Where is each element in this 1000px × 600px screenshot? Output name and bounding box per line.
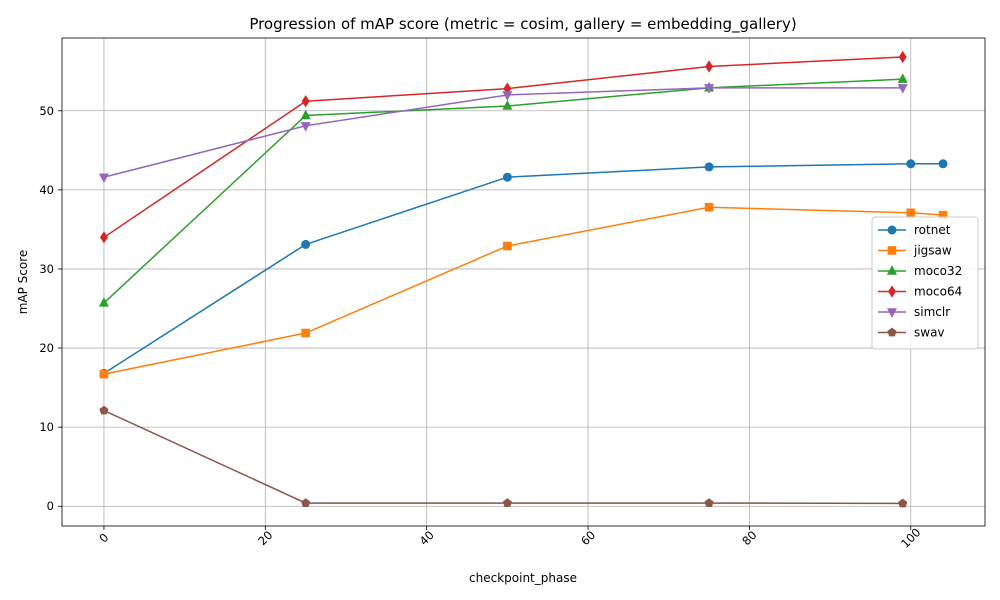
data-point-swav [898,498,908,508]
x-tick-label: 80 [739,528,759,548]
x-axis-label: checkpoint_phase [469,571,577,585]
x-tick-label: 100 [898,525,923,550]
chart-title: Progression of mAP score (metric = cosim… [249,15,796,34]
data-point-moco32 [502,100,513,110]
x-tick-label: 20 [255,528,275,548]
y-tick-label: 30 [39,262,54,276]
x-axis-ticks: 0 20 40 60 80 100 [96,525,923,550]
series-lines [103,56,944,505]
legend-marker-moco32 [886,265,898,275]
y-tick-label: 20 [39,341,54,355]
data-point-simclr [704,84,715,94]
legend-label-rotnet: rotnet [914,223,951,237]
series-line-moco32 [103,78,903,304]
data-point-moco32 [300,109,311,120]
x-tick-label: 60 [578,528,598,548]
data-point-moco32 [98,297,109,307]
legend-label-jigsaw: jigsaw [913,244,952,258]
data-point-jigsaw [99,369,109,379]
data-point-moco32 [897,73,908,83]
data-point-swav [99,405,109,415]
y-tick-label: 10 [39,420,54,434]
data-point-moco64 [99,231,108,244]
data-point-simclr [897,84,908,94]
legend: rotnet jigsaw moco32 moco64 simclr swav [871,216,979,350]
y-tick-label: 0 [47,499,54,513]
data-point-moco64 [898,50,907,64]
data-point-swav [301,498,311,507]
data-point-simclr [300,122,311,132]
legend-marker-swav [887,327,897,337]
legend-label-moco32: moco32 [914,264,962,278]
plot-frame [61,37,986,527]
data-point-jigsaw [503,241,512,251]
y-tick-label: 50 [39,104,54,118]
data-point-jigsaw [301,328,310,338]
data-point-jigsaw [704,202,714,212]
data-point-swav [502,498,512,507]
x-tick-label: 0 [96,530,111,545]
legend-label-moco64: moco64 [914,285,962,299]
legend-label-simclr: simclr [914,305,950,319]
y-axis-label: mAP Score [16,250,30,315]
data-point-rotnet [502,172,512,182]
grid [62,38,985,526]
data-point-simclr [502,91,513,101]
data-point-simclr [98,173,109,184]
legend-marker-rotnet [887,225,897,235]
legend-marker-jigsaw [887,246,897,255]
data-point-rotnet [704,162,714,172]
data-point-jigsaw [906,208,916,218]
legend-marker-simclr [886,308,898,318]
series-line-rotnet [103,163,944,374]
series-line-jigsaw [103,206,944,375]
data-point-swav [704,498,714,507]
data-point-rotnet [906,159,916,169]
series-line-simclr [103,87,903,178]
legend-marker-moco64 [888,285,896,298]
data-point-moco64 [301,95,310,108]
data-point-rotnet [938,159,948,169]
x-tick-label: 40 [417,528,437,548]
series-line-swav [103,409,903,505]
data-point-moco64 [705,60,714,73]
legend-label-swav: swav [914,326,945,340]
data-point-rotnet [301,239,311,249]
y-axis-ticks: 0 10 20 30 40 50 [39,104,62,513]
series-markers [98,50,948,508]
y-tick-label: 40 [39,183,54,197]
